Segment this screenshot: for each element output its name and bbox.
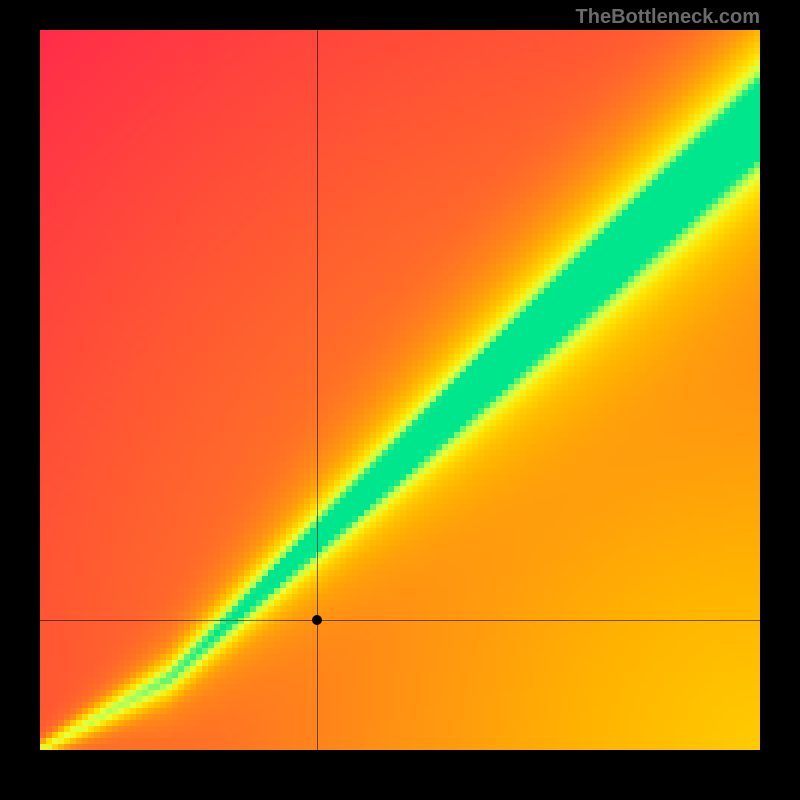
heatmap-plot-area	[40, 30, 760, 750]
watermark-text: TheBottleneck.com	[576, 6, 760, 29]
marker-dot	[312, 615, 322, 625]
crosshair-vertical	[317, 30, 318, 750]
crosshair-horizontal	[40, 620, 760, 621]
heatmap-canvas	[40, 30, 760, 750]
root-container: TheBottleneck.com	[0, 0, 800, 800]
